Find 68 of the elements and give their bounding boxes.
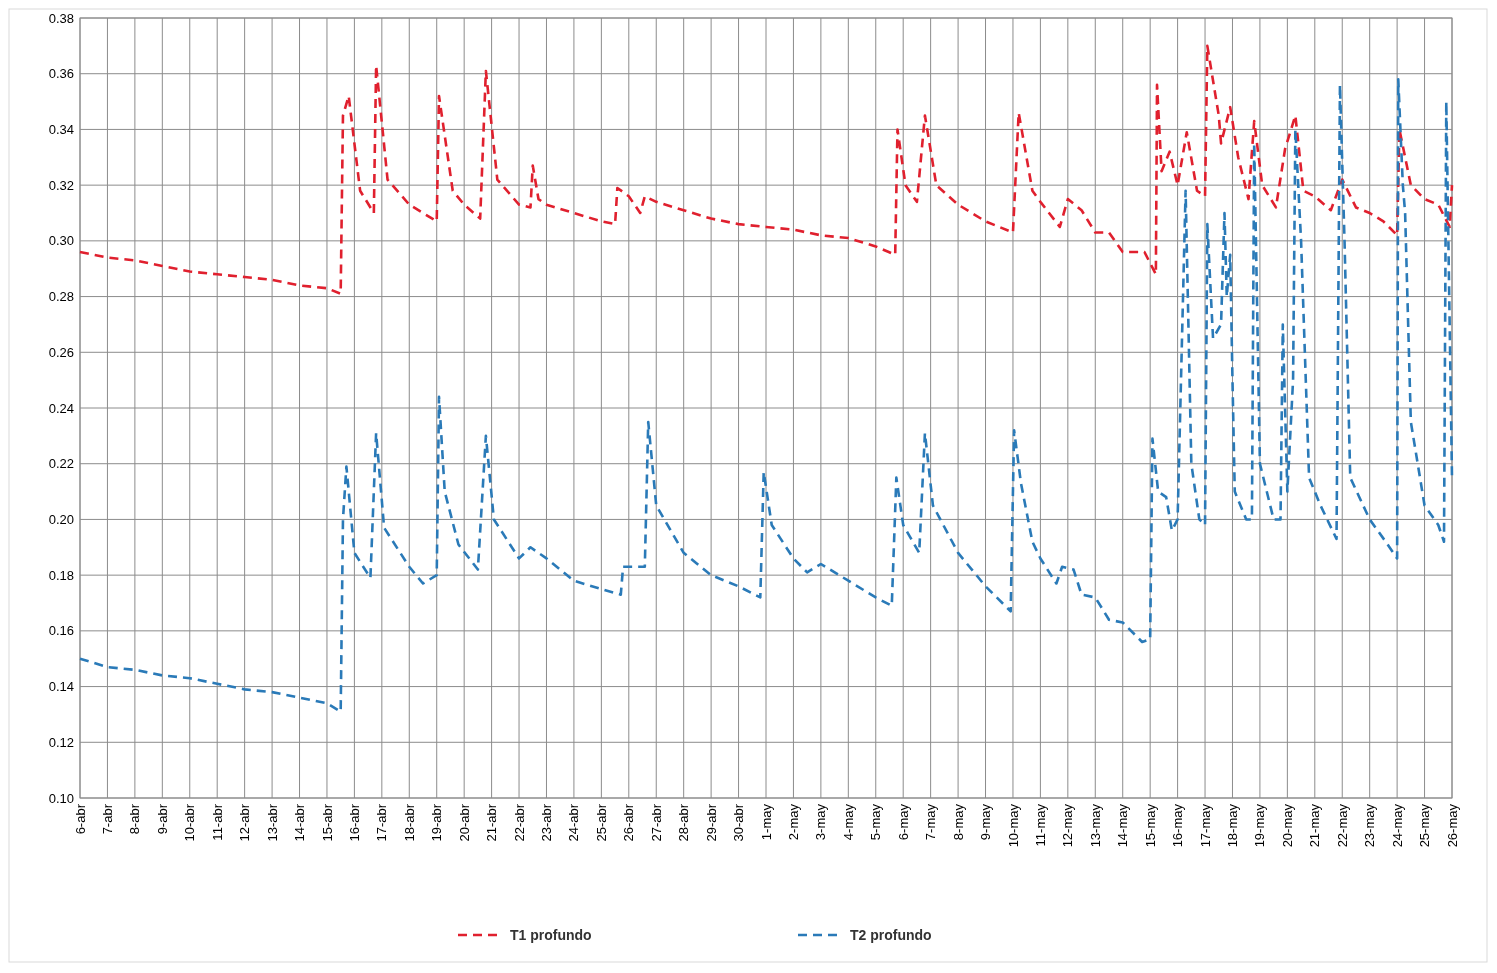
x-tick-label: 29-abr <box>703 803 719 842</box>
y-tick-label: 0.28 <box>48 289 74 305</box>
x-tick-label: 18-may <box>1225 803 1241 848</box>
x-tick-label: 8-abr <box>127 803 143 835</box>
x-tick-label: 18-abr <box>401 803 417 842</box>
x-tick-label: 26-abr <box>621 803 637 842</box>
x-tick-label: 19-may <box>1252 803 1268 848</box>
x-tick-label: 26-may <box>1444 803 1460 848</box>
x-tick-label: 11-abr <box>209 803 225 841</box>
x-tick-label: 5-may <box>868 803 884 841</box>
y-tick-label: 0.16 <box>48 623 74 639</box>
y-tick-label: 0.26 <box>48 344 74 360</box>
y-tick-label: 0.32 <box>48 177 74 193</box>
y-tick-label: 0.12 <box>48 734 74 750</box>
legend-label: T1 profundo <box>510 926 592 943</box>
y-tick-label: 0.10 <box>48 790 74 806</box>
x-tick-label: 21-abr <box>484 803 500 842</box>
x-tick-label: 21-may <box>1307 803 1323 848</box>
x-tick-label: 7-may <box>923 803 939 841</box>
x-tick-label: 22-abr <box>511 803 527 842</box>
x-tick-label: 15-abr <box>319 803 335 842</box>
x-tick-label: 1-may <box>758 803 774 841</box>
x-tick-label: 24-may <box>1389 803 1405 848</box>
x-tick-label: 15-may <box>1142 803 1158 848</box>
x-tick-label: 23-may <box>1362 803 1378 848</box>
x-tick-label: 14-may <box>1115 803 1131 848</box>
x-tick-label: 16-may <box>1170 803 1186 848</box>
y-tick-label: 0.34 <box>48 121 74 137</box>
x-tick-label: 6-may <box>895 803 911 841</box>
x-tick-label: 12-abr <box>237 803 253 842</box>
x-tick-label: 11-may <box>1032 803 1048 847</box>
legend-label: T2 profundo <box>850 926 932 943</box>
x-tick-label: 14-abr <box>292 803 308 842</box>
x-tick-label: 8-may <box>950 803 966 841</box>
x-tick-label: 10-abr <box>182 803 198 842</box>
y-tick-label: 0.14 <box>48 679 74 695</box>
y-tick-label: 0.38 <box>48 10 74 26</box>
x-tick-label: 3-may <box>813 803 829 841</box>
x-tick-label: 9-abr <box>154 803 170 835</box>
x-tick-label: 17-may <box>1197 803 1213 848</box>
x-tick-label: 2-may <box>785 803 801 841</box>
x-tick-label: 13-abr <box>264 803 280 842</box>
x-tick-label: 23-abr <box>539 803 555 842</box>
x-tick-label: 25-abr <box>593 803 609 842</box>
x-tick-label: 13-may <box>1087 803 1103 848</box>
x-tick-label: 7-abr <box>99 803 115 835</box>
x-tick-label: 20-abr <box>456 803 472 842</box>
x-tick-label: 19-abr <box>429 803 445 842</box>
y-tick-label: 0.30 <box>48 233 74 249</box>
x-tick-label: 10-may <box>1005 803 1021 848</box>
x-tick-label: 6-abr <box>72 803 88 835</box>
x-tick-label: 27-abr <box>648 803 664 842</box>
x-tick-label: 4-may <box>840 803 856 841</box>
x-tick-label: 20-may <box>1279 803 1295 848</box>
y-tick-label: 0.24 <box>48 400 74 416</box>
y-tick-label: 0.22 <box>48 456 74 472</box>
x-tick-label: 12-may <box>1060 803 1076 848</box>
y-tick-label: 0.36 <box>48 66 74 82</box>
x-tick-label: 17-abr <box>374 803 390 842</box>
x-tick-label: 16-abr <box>346 803 362 842</box>
x-tick-label: 22-may <box>1334 803 1350 848</box>
y-tick-label: 0.20 <box>48 511 74 527</box>
y-tick-label: 0.18 <box>48 567 74 583</box>
x-tick-label: 9-may <box>978 803 994 841</box>
x-tick-label: 30-abr <box>731 803 747 842</box>
x-tick-label: 24-abr <box>566 803 582 842</box>
x-tick-label: 28-abr <box>676 803 692 842</box>
x-tick-label: 25-may <box>1417 803 1433 848</box>
